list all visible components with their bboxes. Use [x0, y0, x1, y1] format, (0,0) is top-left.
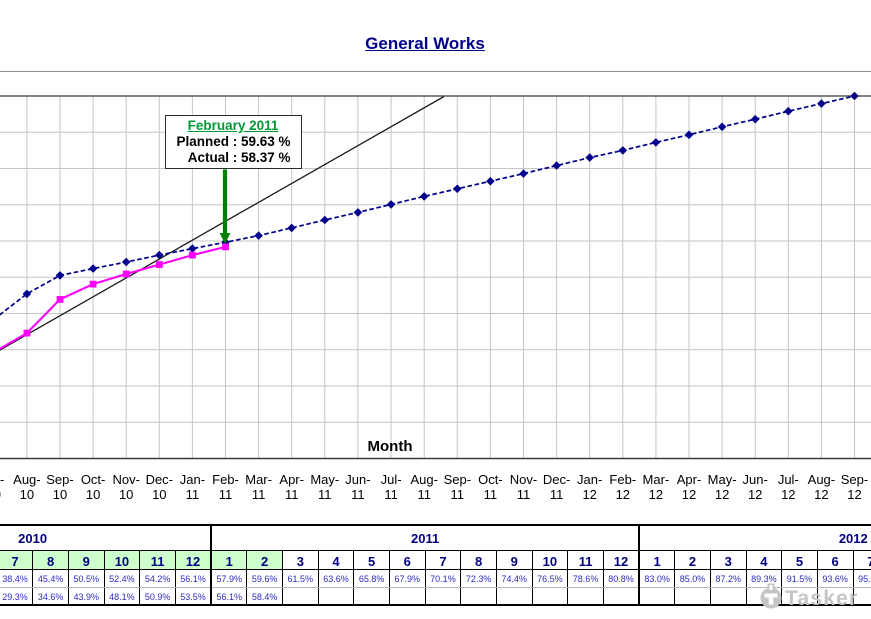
svg-text:Tasker: Tasker [785, 587, 858, 610]
